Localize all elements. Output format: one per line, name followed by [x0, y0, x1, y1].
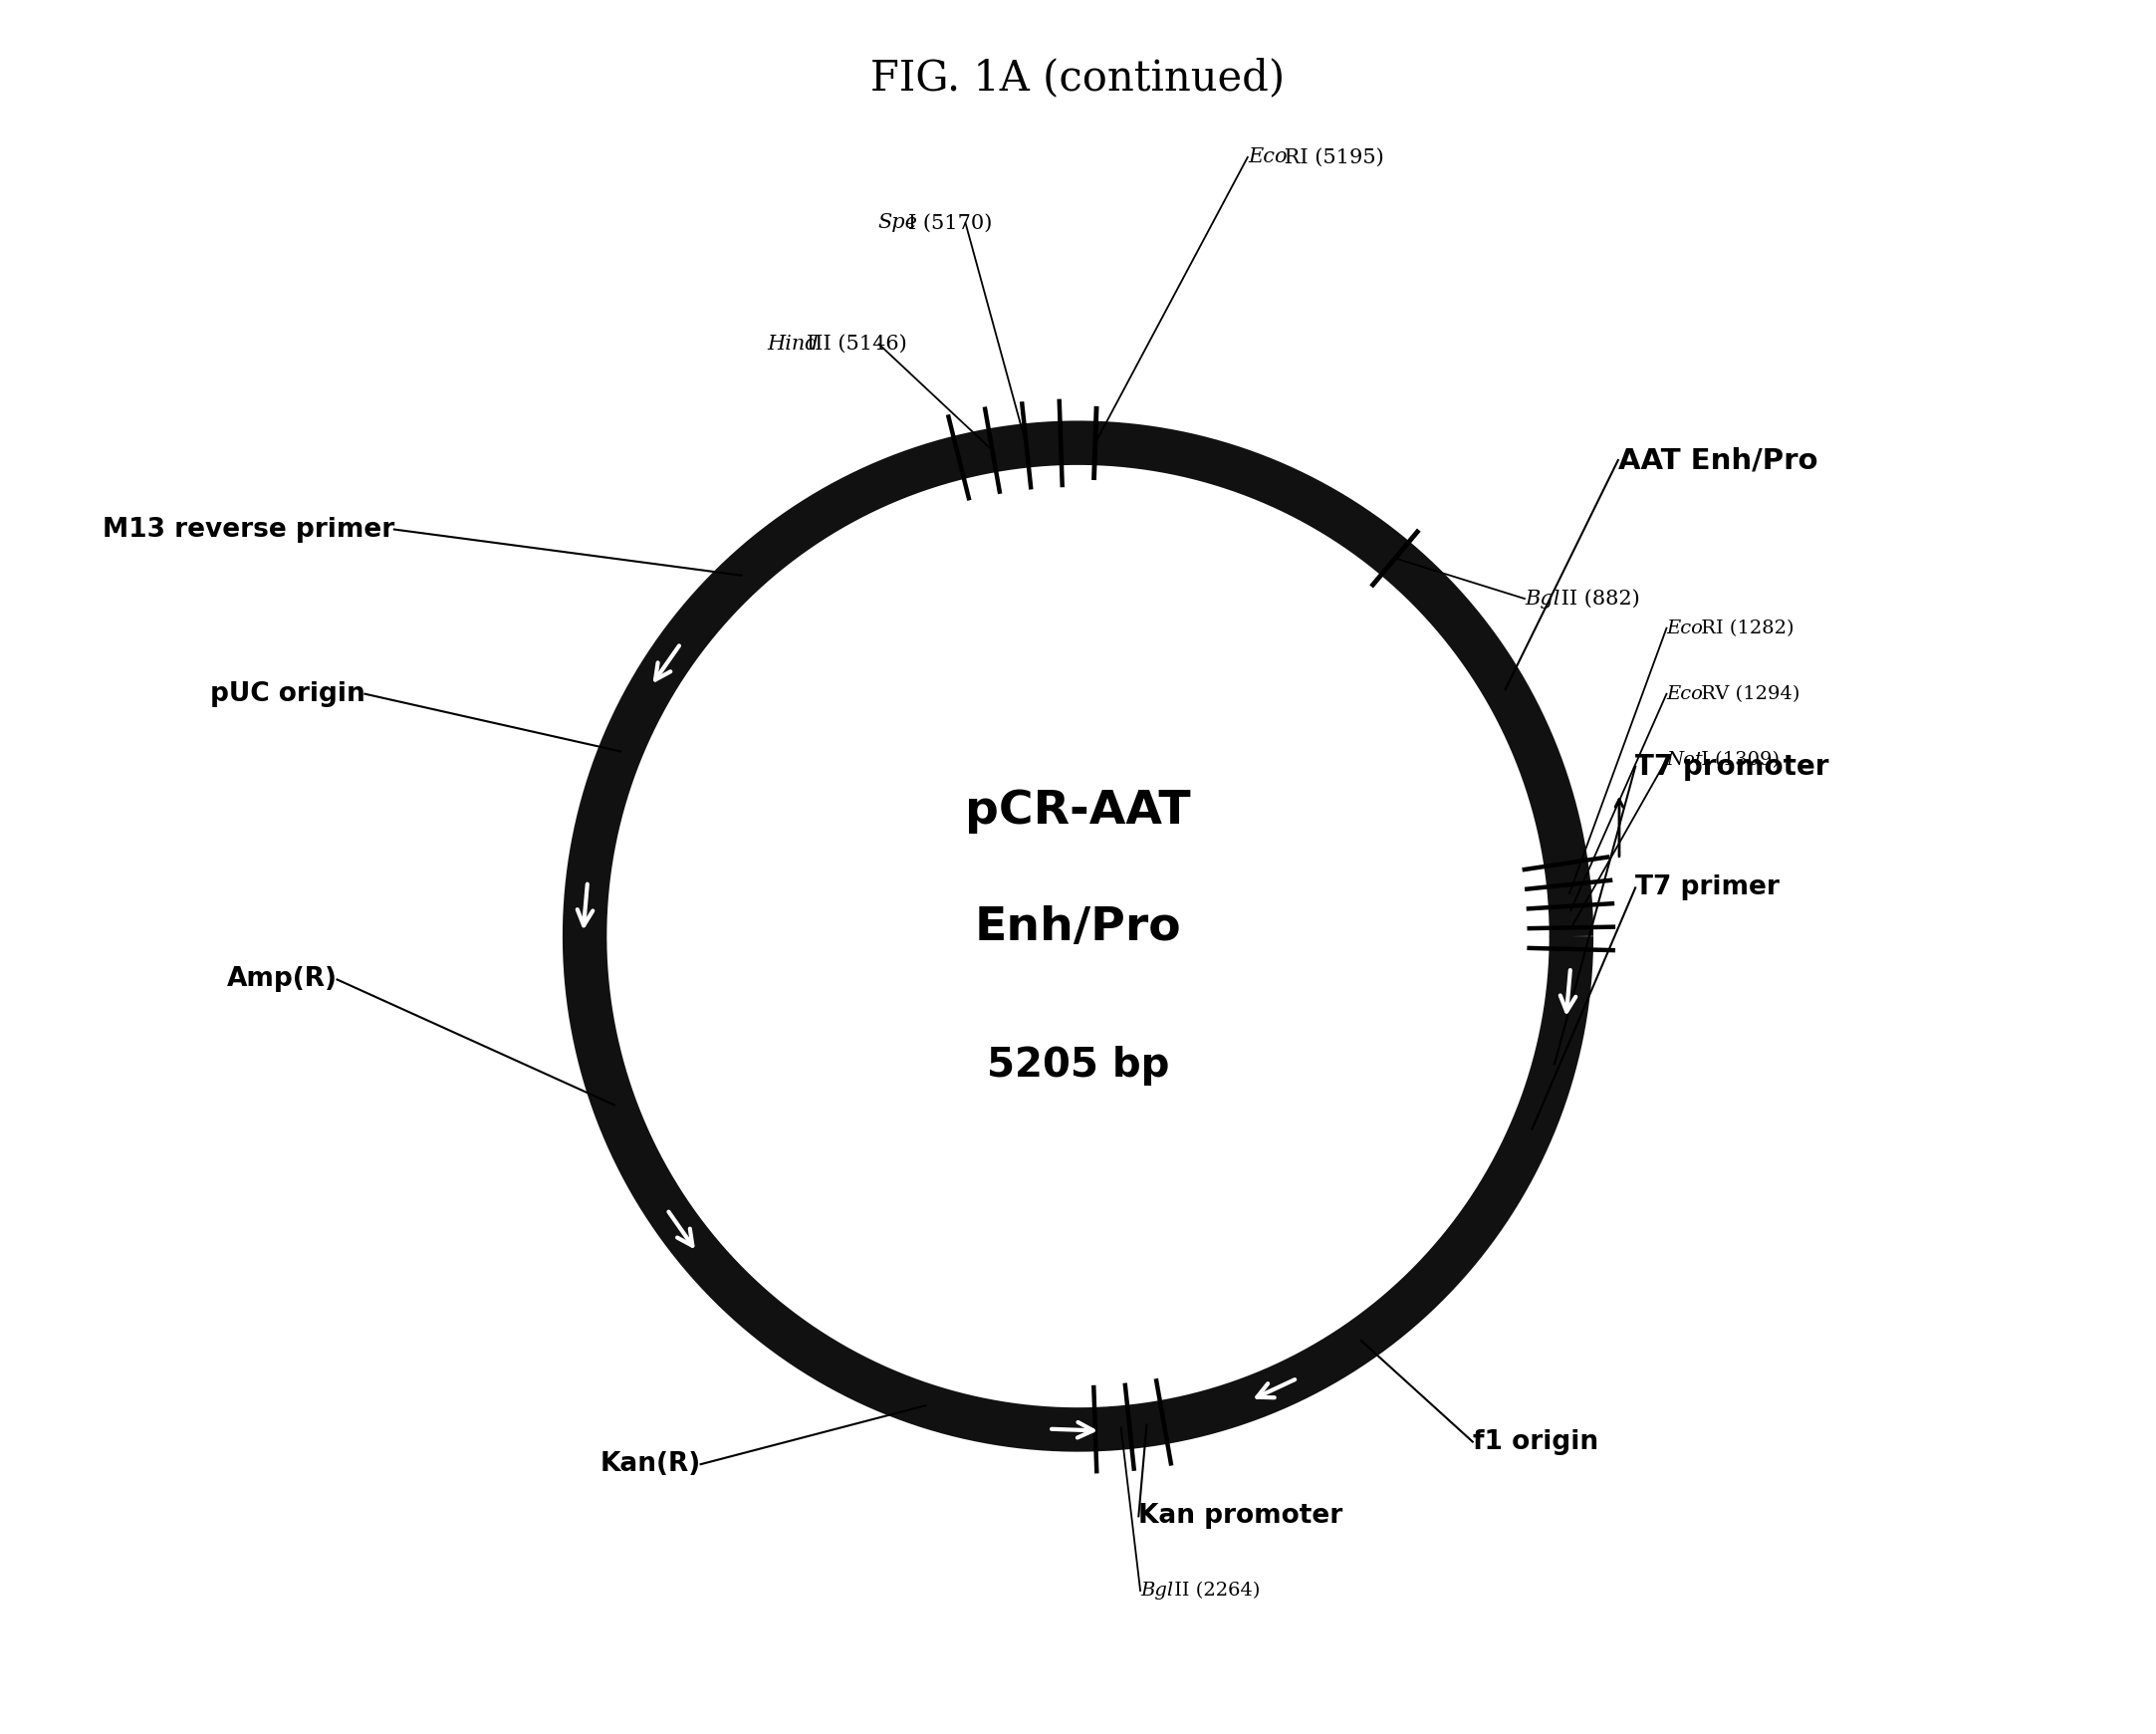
Text: II (2264): II (2264): [1169, 1581, 1261, 1600]
Text: III (5146): III (5146): [806, 335, 908, 354]
Text: Enh/Pro: Enh/Pro: [975, 905, 1181, 950]
Text: M13 reverse primer: M13 reverse primer: [101, 517, 395, 543]
Text: 5205 bp: 5205 bp: [987, 1046, 1169, 1085]
Text: RV (1294): RV (1294): [1695, 685, 1800, 702]
Text: RI (5195): RI (5195): [1279, 147, 1384, 166]
Text: pCR-AAT: pCR-AAT: [966, 789, 1190, 834]
Text: Kan promoter: Kan promoter: [1138, 1503, 1343, 1529]
Text: Eco: Eco: [1248, 147, 1287, 166]
Text: Bgl: Bgl: [1524, 590, 1559, 609]
Text: I (1309): I (1309): [1695, 751, 1779, 768]
Text: Hind: Hind: [768, 335, 819, 354]
Text: II (882): II (882): [1554, 590, 1641, 609]
Text: I (5170): I (5170): [908, 213, 992, 232]
Text: T7 primer: T7 primer: [1636, 876, 1779, 900]
Text: Not: Not: [1667, 751, 1703, 768]
Text: f1 origin: f1 origin: [1473, 1429, 1598, 1455]
Text: FIG. 1A (continued): FIG. 1A (continued): [871, 57, 1285, 99]
Text: pUC origin: pUC origin: [209, 681, 364, 707]
Text: Spe: Spe: [877, 213, 918, 232]
Text: Eco: Eco: [1667, 685, 1703, 702]
Text: Bgl: Bgl: [1141, 1581, 1173, 1600]
Text: AAT Enh/Pro: AAT Enh/Pro: [1617, 446, 1818, 473]
Text: T7 promoter: T7 promoter: [1636, 753, 1828, 780]
Text: RI (1282): RI (1282): [1695, 619, 1794, 636]
Text: Eco: Eco: [1667, 619, 1703, 636]
Text: Kan(R): Kan(R): [599, 1451, 701, 1477]
Text: Amp(R): Amp(R): [226, 966, 336, 992]
